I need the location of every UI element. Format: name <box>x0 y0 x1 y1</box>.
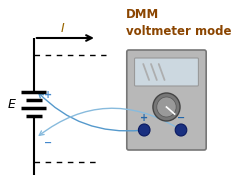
Circle shape <box>175 124 187 136</box>
FancyBboxPatch shape <box>135 58 199 86</box>
FancyBboxPatch shape <box>127 50 206 150</box>
Circle shape <box>139 124 150 136</box>
Text: DMM
voltmeter mode: DMM voltmeter mode <box>126 8 232 38</box>
Text: −: − <box>177 113 185 123</box>
Text: $E$: $E$ <box>7 97 17 111</box>
Text: +: + <box>43 90 52 100</box>
Text: $I$: $I$ <box>60 22 66 35</box>
Circle shape <box>153 93 180 121</box>
FancyArrowPatch shape <box>39 93 141 131</box>
Circle shape <box>157 97 176 117</box>
Text: +: + <box>140 113 148 123</box>
Text: −: − <box>43 138 52 148</box>
FancyArrowPatch shape <box>39 108 179 135</box>
